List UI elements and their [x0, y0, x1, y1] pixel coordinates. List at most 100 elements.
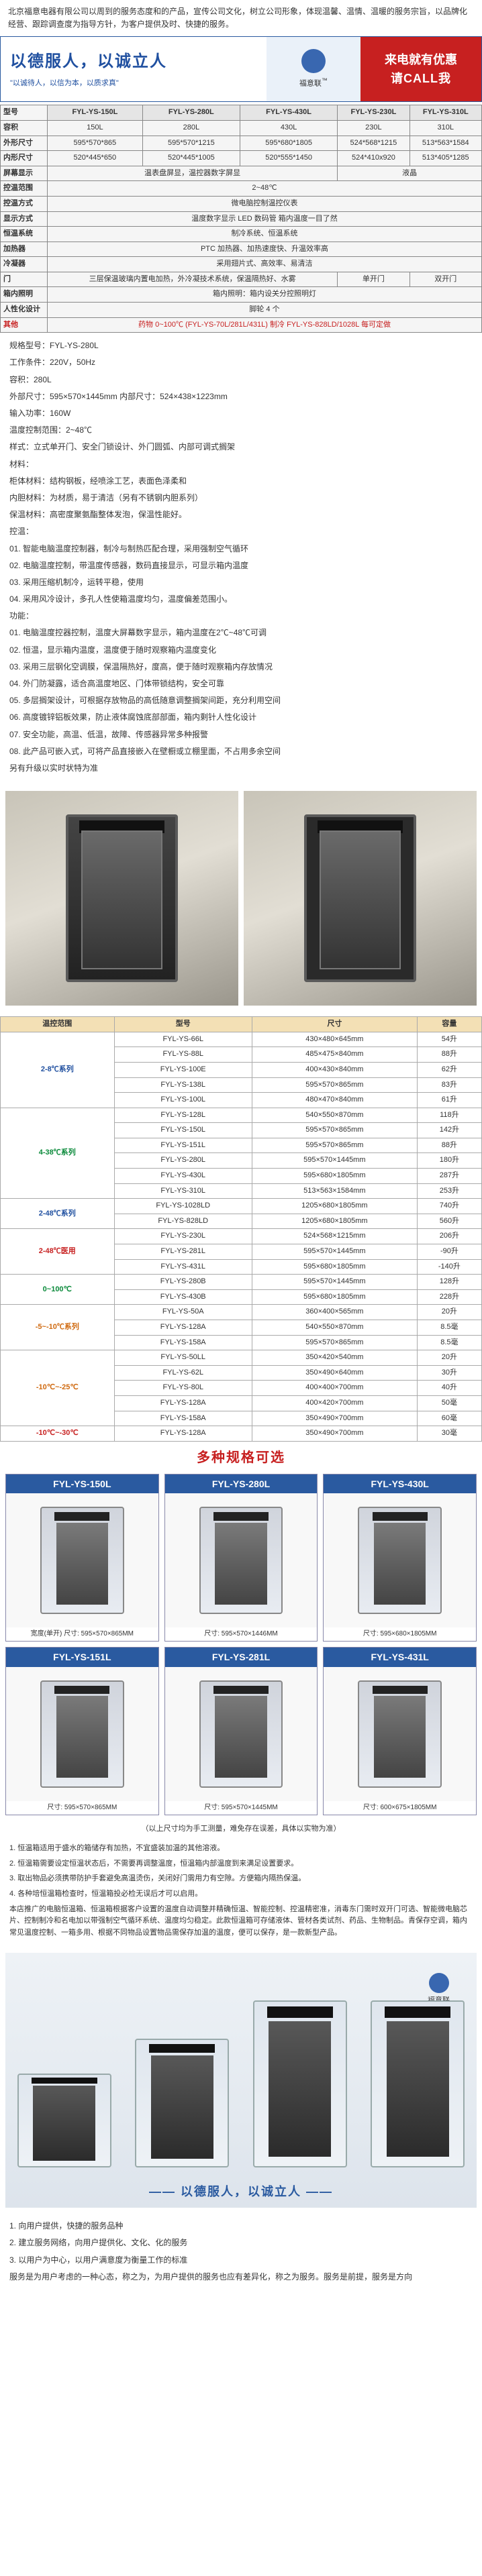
model-cell: 740升 [417, 1199, 481, 1214]
model-cell: 595×570×865mm [252, 1138, 417, 1153]
model-cell: 20升 [417, 1305, 481, 1320]
footer-line: 1. 向用户提供，快捷的服务品种 [9, 2220, 473, 2233]
model-cell: 350×420×540mm [252, 1350, 417, 1366]
model-cell: 524×568×1215mm [252, 1229, 417, 1244]
product-model-label: FYL-YS-431L [324, 1648, 476, 1666]
spec-cell: 双开门 [409, 272, 481, 287]
model-cell: FYL-YS-128A [114, 1395, 252, 1411]
spec-row-label: 冷凝器 [1, 257, 48, 272]
series-cell: 2-48℃系列 [1, 1199, 115, 1229]
spec-cell: 310L [409, 120, 481, 136]
model-cell: FYL-YS-66L [114, 1032, 252, 1047]
model-cell: 480×470×840mm [252, 1093, 417, 1108]
spec-header: FYL-YS-230L [338, 105, 409, 121]
detail-line: 功能： [9, 610, 473, 623]
model-cell: FYL-YS-50LL [114, 1350, 252, 1366]
brand-name: 福意联 [299, 79, 322, 87]
model-cell: 88升 [417, 1138, 481, 1153]
footer-block: 1. 向用户提供，快捷的服务品种 2. 建立服务网络，向用户提供化、文化、化的服务… [0, 2213, 482, 2294]
product-dimension: 尺寸: 595×570×1446MM [165, 1627, 318, 1641]
model-cell: FYL-YS-828LD [114, 1214, 252, 1229]
spec-cell: 微电脑控制温控仪表 [48, 196, 482, 211]
spec-cell: 温度数字显示 LED 数码管 箱内温度一目了然 [48, 211, 482, 227]
lineup-cabinet-icon [135, 2039, 229, 2167]
product-model-label: FYL-YS-280L [165, 1474, 318, 1493]
footer-line: 2. 建立服务网络，向用户提供化、文化、化的服务 [9, 2237, 473, 2249]
cabinet-icon [66, 814, 178, 982]
spec-row-label: 加热器 [1, 241, 48, 257]
series-cell: 2-8℃系列 [1, 1032, 115, 1108]
model-cell: 350×490×700mm [252, 1426, 417, 1442]
spec-row-label: 容积 [1, 120, 48, 136]
product-card: FYL-YS-150L宽度(单开) 尺寸: 595×570×865MM [5, 1474, 159, 1642]
model-cell: FYL-YS-100L [114, 1093, 252, 1108]
spec-header: FYL-YS-310L [409, 105, 481, 121]
series-cell: -10℃~-30℃ [1, 1426, 115, 1442]
detail-line: 温度控制范围：2~48℃ [9, 424, 473, 437]
spec-header: FYL-YS-280L [142, 105, 240, 121]
note-line: 2. 恒温箱需要设定恒温状态后，不需要再调整温度，恒温箱内部温度到来满足设置要求… [9, 1858, 473, 1870]
model-cell: 206升 [417, 1229, 481, 1244]
product-card: FYL-YS-281L尺寸: 595×570×1445MM [164, 1647, 318, 1815]
model-cell: 142升 [417, 1123, 481, 1138]
product-card: FYL-YS-431L尺寸: 600×675×1805MM [323, 1647, 477, 1815]
detail-line: 02. 恒温，显示箱内温度，温度便于随时观察箱内温度变化 [9, 644, 473, 657]
model-cell: 54升 [417, 1032, 481, 1047]
model-cell: 595×570×865mm [252, 1077, 417, 1093]
product-model-label: FYL-YS-150L [6, 1474, 158, 1493]
detail-line: 01. 智能电脑温度控制器，制冷与制热匹配合理，采用强制空气循环 [9, 543, 473, 555]
detail-line: 07. 安全功能，高温、低温，故障、传感器异常多种报警 [9, 729, 473, 741]
product-card: FYL-YS-151L尺寸: 595×570×865MM [5, 1647, 159, 1815]
model-cell: 60毫 [417, 1411, 481, 1426]
lineup-cabinet-icon [253, 2000, 347, 2168]
spec-table: 型号FYL-YS-150LFYL-YS-280LFYL-YS-430LFYL-Y… [0, 105, 482, 333]
model-cell: 360×400×565mm [252, 1305, 417, 1320]
model-cell: 83升 [417, 1077, 481, 1093]
product-model-label: FYL-YS-151L [6, 1648, 158, 1666]
detail-line: 02. 电脑温度控制，带温度传感器，数码直接显示，可显示箱内温度 [9, 559, 473, 572]
model-cell: 430×480×645mm [252, 1032, 417, 1047]
detail-line: 另有升级以实时状特为准 [9, 762, 473, 775]
brand-logo-icon [429, 1973, 449, 1993]
model-cell: 8.5毫 [417, 1335, 481, 1350]
model-cell: 540×550×870mm [252, 1320, 417, 1336]
spec-header: FYL-YS-150L [48, 105, 143, 121]
product-image [324, 1493, 476, 1627]
product-dimension: 尺寸: 595×680×1805MM [324, 1627, 476, 1641]
spec-cell: 单开门 [338, 272, 409, 287]
product-note: （以上尺寸均为手工测量，难免存在误差，具体以实物为准） [0, 1821, 482, 1838]
model-cell: FYL-YS-88L [114, 1047, 252, 1063]
detail-line: 内胆材料：为材质，易于清洁（另有不锈钢内胆系列） [9, 492, 473, 504]
cabinet-icon [40, 1680, 124, 1788]
banner-logo-area: 福意联™ [267, 37, 360, 101]
banner: 以德服人，以诚立人 "以诚待人，以信为本，以质求真" 福意联™ 来电就有优惠 请… [0, 36, 482, 102]
product-model-label: FYL-YS-430L [324, 1474, 476, 1493]
spec-cell: 520*445*1005 [142, 151, 240, 166]
model-cell: 50毫 [417, 1395, 481, 1411]
spec-header: FYL-YS-430L [240, 105, 337, 121]
cabinet-icon [199, 1507, 283, 1614]
cabinet-icon [358, 1507, 442, 1614]
spec-row-label: 控温范围 [1, 181, 48, 197]
model-cell: 30升 [417, 1365, 481, 1381]
product-grid: FYL-YS-150L宽度(单开) 尺寸: 595×570×865MMFYL-Y… [0, 1474, 482, 1821]
model-cell: 1205×680×1805mm [252, 1214, 417, 1229]
series-cell: 4-38℃系列 [1, 1108, 115, 1199]
multi-spec-title: 多种规格可选 [0, 1447, 482, 1468]
detail-line: 规格型号：FYL-YS-280L [9, 339, 473, 352]
model-header: 温控范围 [1, 1017, 115, 1032]
detail-line: 03. 采用三层钢化空调膜，保温隔热好，度高，便于随时观察箱内存放情况 [9, 661, 473, 674]
detail-line: 04. 外门防凝露，适合高温度地区、门体带锁结构，安全可靠 [9, 678, 473, 690]
detail-line: 外部尺寸：595×570×1445mm 内部尺寸：524×438×1223mm [9, 390, 473, 403]
spec-row-label: 显示方式 [1, 211, 48, 227]
spec-cell: 箱内照明：箱内设关分控照明灯 [48, 287, 482, 303]
brand-tm-icon: ™ [322, 77, 328, 84]
note-line: 1. 恒温箱适用于盛水的箱储存有加热，不宜盛装加温的其他溶液。 [9, 1843, 473, 1855]
product-image [165, 1493, 318, 1627]
note-line: 4. 各种培恒温箱检查时，恒温箱投必检无误后才可以启用。 [9, 1888, 473, 1900]
spec-cell: 280L [142, 120, 240, 136]
model-cell: -140升 [417, 1259, 481, 1275]
model-cell: 400×400×700mm [252, 1381, 417, 1396]
model-cell: 595×680×1805mm [252, 1289, 417, 1305]
model-cell: 595×680×1805mm [252, 1169, 417, 1184]
